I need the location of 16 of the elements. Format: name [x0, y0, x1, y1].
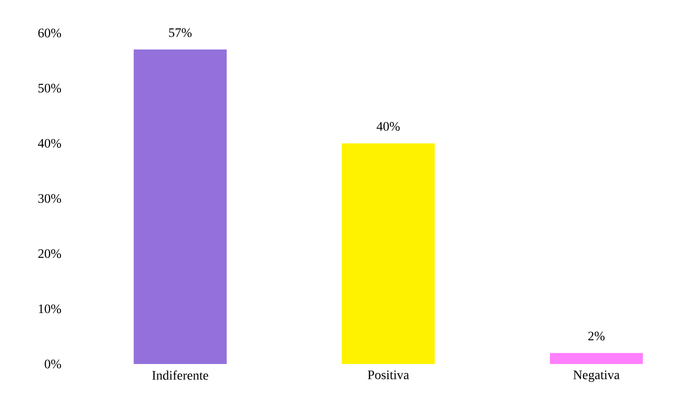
y-tick-label: 0%: [44, 360, 62, 368]
x-tick-label: Positiva: [368, 370, 409, 380]
x-tick-label: Indiferente: [152, 370, 208, 380]
y-tick-label: 50%: [38, 84, 62, 93]
bar: [550, 352, 643, 364]
data-label: 57%: [169, 28, 192, 38]
y-tick-label: 10%: [38, 304, 62, 314]
y-tick-label: 40%: [38, 138, 62, 148]
bar: [134, 50, 227, 364]
data-label: 40%: [376, 122, 400, 131]
data-label: 2%: [588, 332, 605, 340]
bar: [342, 143, 435, 364]
y-tick-label: 20%: [38, 249, 62, 258]
y-tick-label: 30%: [38, 194, 62, 203]
y-tick-label: 60%: [38, 28, 62, 38]
x-tick-label: Negativa: [573, 370, 620, 382]
